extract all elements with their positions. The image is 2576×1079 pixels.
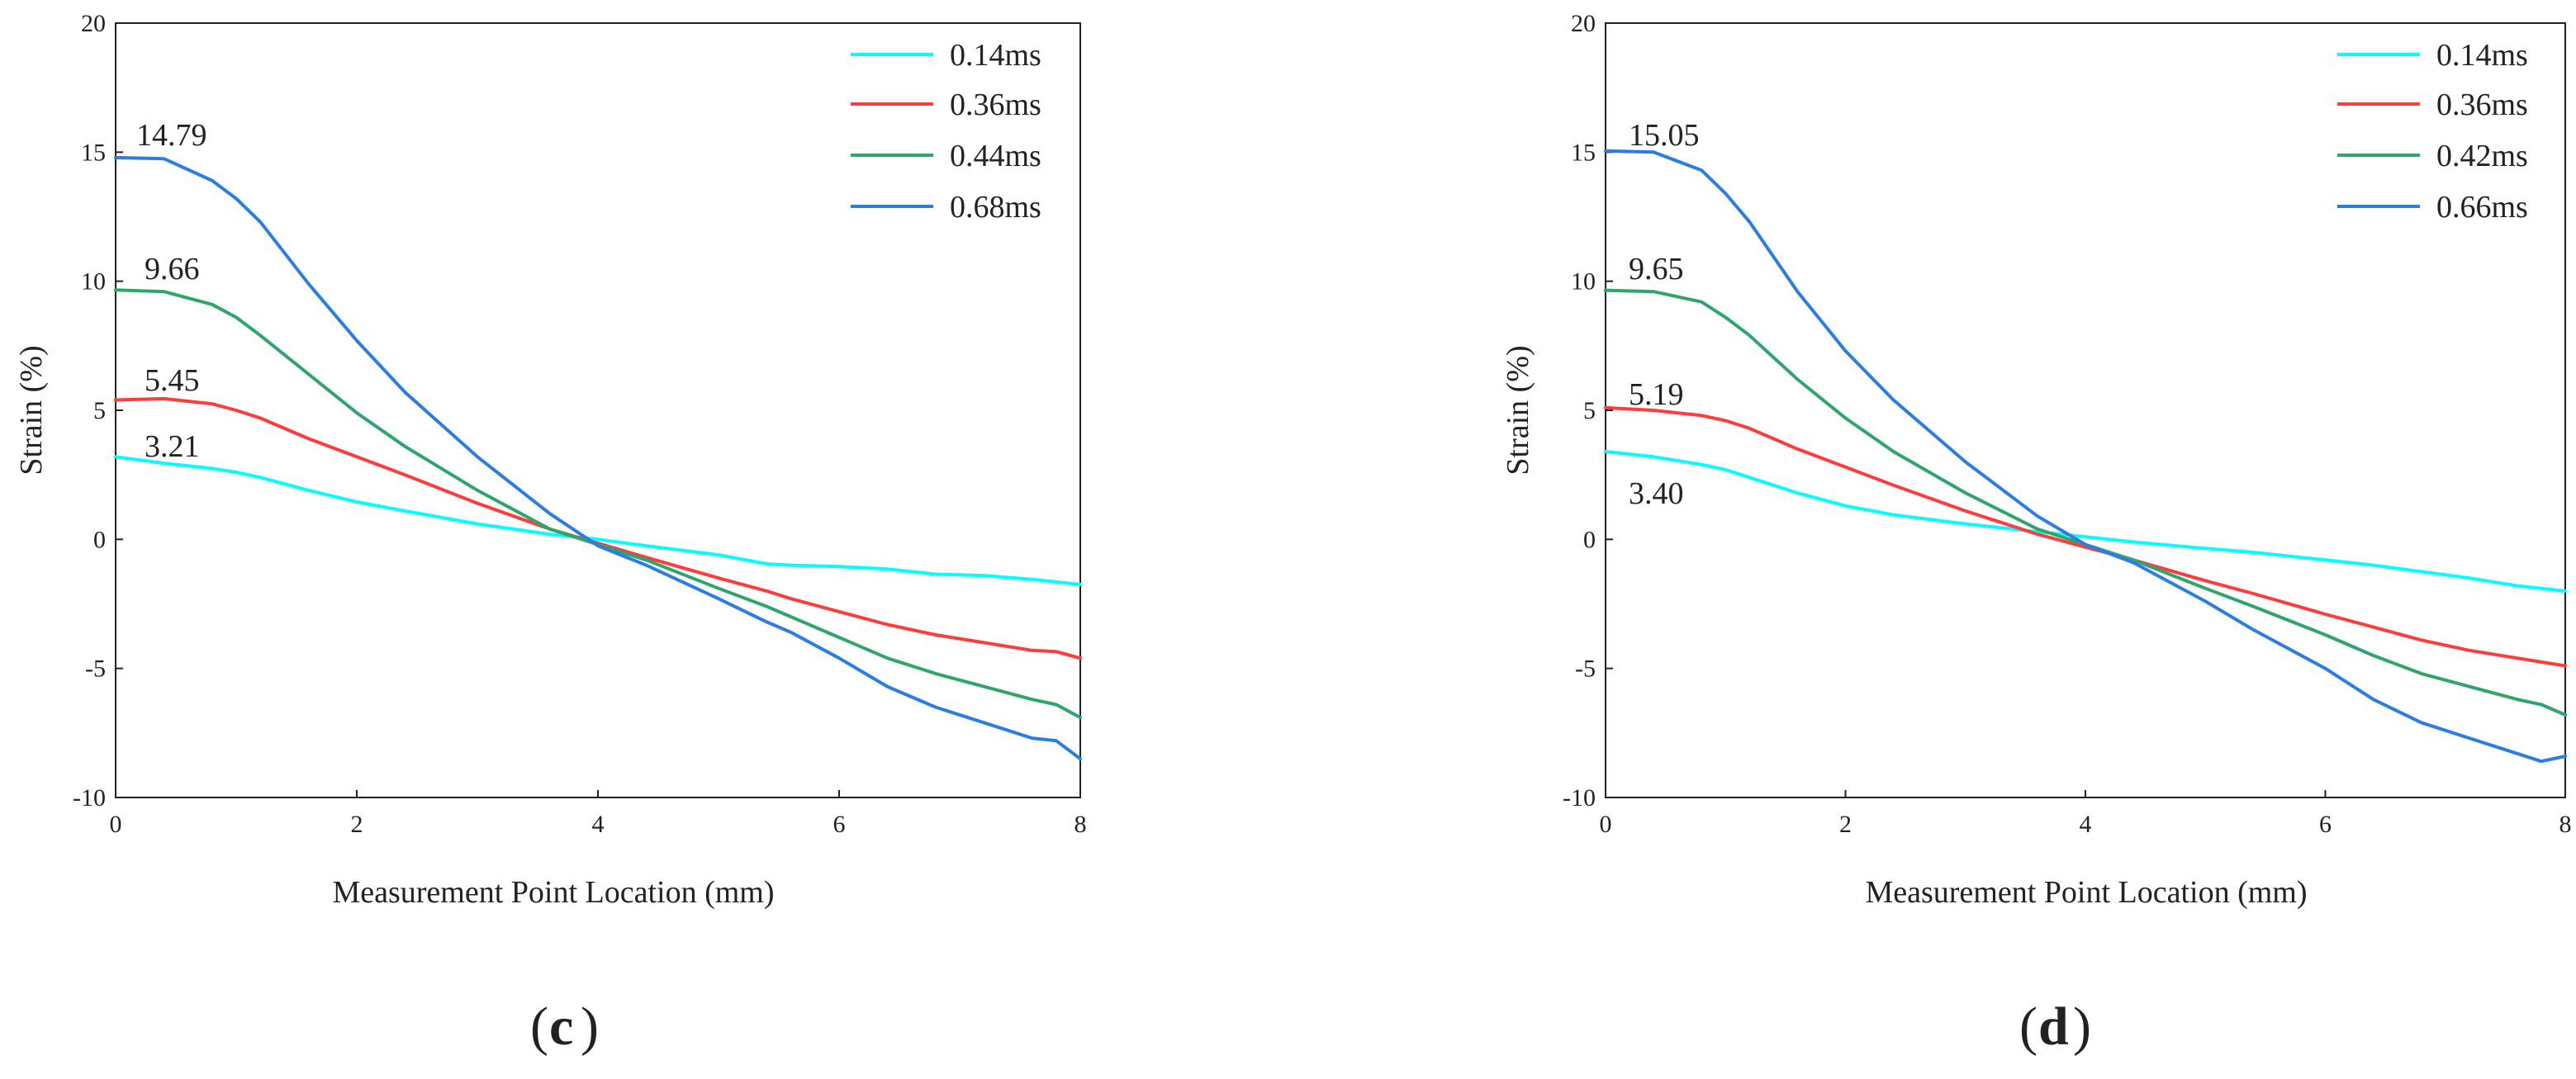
legend-label-3: 0.68ms [950,190,1041,225]
legend-label-3: 0.66ms [2436,190,2528,225]
legend: 0.14ms 0.36ms 0.44ms 0.68ms [851,38,1041,225]
x-tick-label: 2 [351,811,363,838]
legend: 0.14ms 0.36ms 0.42ms 0.66ms [2337,38,2528,225]
legend-label-2: 0.42ms [2436,139,2528,173]
x-axis-ticks: 0 2 4 6 8 [1600,790,2572,838]
y-tick-label: 20 [81,10,106,37]
series-line-0.36ms [1604,405,2567,668]
series-lines [114,155,1082,761]
panel-label-paren-close: ) [581,996,599,1057]
annotation-0.14ms: 3.40 [1629,476,1684,511]
series-line-0.42ms [1604,288,2567,717]
x-tick-label: 6 [2319,811,2332,838]
x-tick-label: 8 [2559,811,2572,838]
y-tick-label: 10 [1571,268,1596,296]
annotation-0.36ms: 5.45 [145,363,200,398]
series-line-0.44ms [114,288,1082,720]
y-axis-ticks: -10 -5 0 5 10 15 20 [73,10,123,812]
y-tick-label: 5 [1583,397,1596,424]
y-axis-title: Strain (%) [14,345,49,475]
legend-label-1: 0.36ms [2436,88,2528,122]
y-tick-label: 15 [1571,139,1596,166]
x-axis-title: Measurement Point Location (mm) [332,875,774,910]
series-line-0.66ms [1604,149,2567,764]
y-tick-label: -5 [85,655,106,683]
x-axis-ticks: 0 2 4 6 8 [110,790,1087,838]
chart-panel-d: -10 -5 0 5 10 15 20 0 2 4 6 8 Measurement Point Lo… [1501,10,2572,1057]
series-lines [1604,149,2567,764]
annotation-0.66ms: 15.05 [1629,118,1700,153]
y-tick-label: 20 [1571,10,1596,37]
series-line-0.14ms [114,455,1082,586]
series-line-0.14ms [1604,450,2567,593]
x-tick-label: 8 [1075,811,1087,838]
annotation-0.68ms: 14.79 [136,118,207,153]
x-axis-title: Measurement Point Location (mm) [1865,875,2307,910]
legend-label-2: 0.44ms [950,139,1041,173]
x-tick-label: 0 [110,811,122,838]
y-tick-label: 15 [81,139,106,166]
legend-label-0: 0.14ms [2436,38,2528,73]
chart-panel-c: -10 -5 0 5 10 15 20 0 2 4 6 8 Measurement Point Lo… [14,10,1087,1057]
plot-frame [1605,22,2566,798]
y-axis-title: Strain (%) [1501,345,1535,475]
annotation-0.42ms: 9.65 [1629,252,1684,286]
annotation-0.36ms: 5.19 [1629,377,1684,412]
panel-label-letter: d [2038,996,2069,1057]
panel-label-paren-close: ) [2073,996,2091,1057]
annotation-0.44ms: 9.66 [145,252,200,286]
legend-label-0: 0.14ms [950,38,1041,73]
plot-frame [115,22,1081,798]
x-tick-label: 4 [592,811,605,838]
panel-label-paren-open: ( [530,996,548,1057]
y-tick-label: -10 [73,784,106,812]
y-tick-label: 5 [93,397,106,424]
series-line-0.36ms [114,396,1082,660]
y-tick-label: -5 [1575,655,1596,683]
panel-label-letter: c [549,996,573,1057]
annotation-0.14ms: 3.21 [145,429,200,464]
y-tick-label: 0 [1583,526,1596,553]
x-tick-label: 6 [833,811,846,838]
series-line-0.68ms [114,155,1082,761]
legend-label-1: 0.36ms [950,88,1041,122]
y-tick-label: 0 [93,526,106,553]
panel-label-paren-open: ( [2019,996,2038,1057]
x-tick-label: 0 [1600,811,1612,838]
x-tick-label: 4 [2080,811,2092,838]
x-tick-label: 2 [1839,811,1852,838]
y-tick-label: 10 [81,268,106,296]
y-tick-label: -10 [1563,784,1596,812]
